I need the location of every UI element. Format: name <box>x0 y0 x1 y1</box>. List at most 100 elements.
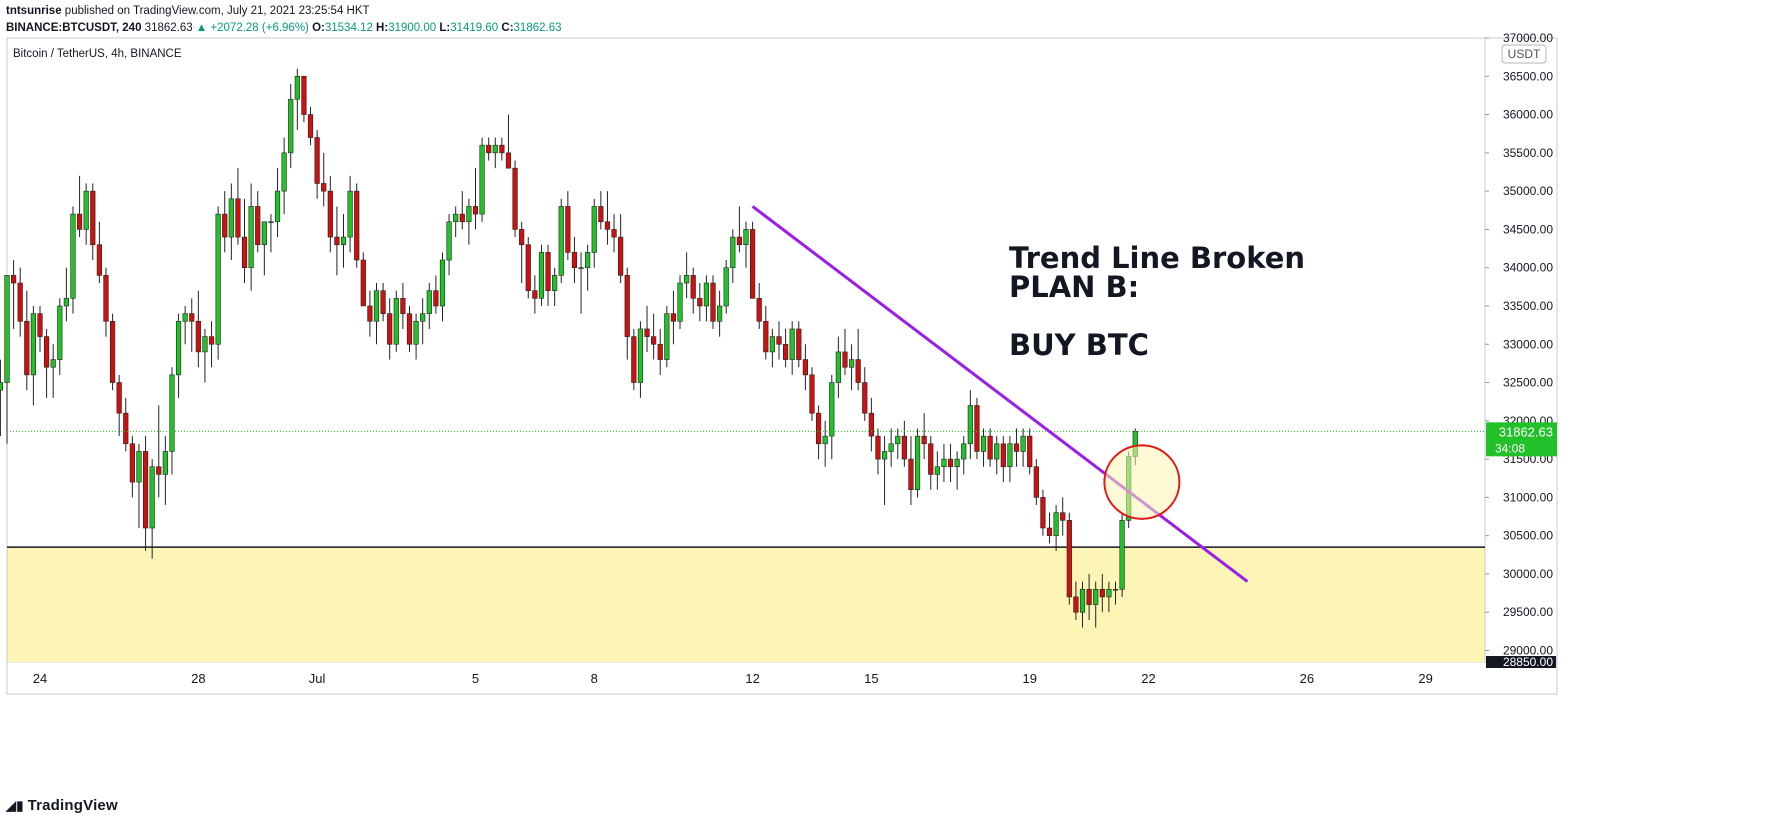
candle-body <box>380 290 386 314</box>
candle-body <box>182 313 188 322</box>
candle-body <box>637 328 644 383</box>
candle-body <box>908 458 914 491</box>
candle-body <box>578 267 584 269</box>
candle-body <box>1060 512 1066 521</box>
candle <box>472 168 479 230</box>
candle <box>684 252 690 299</box>
candle <box>1007 436 1013 483</box>
currency-badge <box>1501 44 1547 64</box>
candle <box>604 191 611 245</box>
candle <box>215 206 221 360</box>
candle-body <box>571 252 578 268</box>
candle <box>288 83 294 169</box>
candle <box>499 137 505 161</box>
candle <box>763 305 769 360</box>
candle-body <box>591 206 597 253</box>
candle <box>268 214 274 253</box>
candle <box>367 290 373 337</box>
candle <box>235 168 241 245</box>
candle <box>393 290 399 352</box>
candle-body <box>195 320 201 353</box>
annotation-text-line: BUY BTC <box>1009 328 1149 362</box>
candle-body <box>499 144 505 154</box>
candle-body <box>532 290 538 299</box>
candle <box>10 260 17 329</box>
candle-body <box>888 443 894 452</box>
candle-body <box>855 359 861 383</box>
candle <box>710 275 716 329</box>
candle <box>631 328 637 391</box>
candle <box>189 298 195 352</box>
last-price-badge <box>1486 422 1557 457</box>
close-label: C: <box>501 22 514 34</box>
candle <box>182 305 188 345</box>
candle <box>248 183 254 291</box>
candle <box>1020 428 1026 467</box>
candle-body <box>934 466 940 475</box>
candle <box>1000 436 1006 483</box>
candle <box>571 237 578 284</box>
price-tick-label: 30500.00 <box>1503 529 1553 543</box>
tradingview-logo[interactable]: ◢▮ TradingView <box>6 797 118 814</box>
chart-header: tntsunrise published on TradingView.com,… <box>6 4 562 36</box>
candle <box>644 305 650 352</box>
candle-body <box>519 229 525 246</box>
candle-body <box>611 229 617 238</box>
low-label: L: <box>439 22 451 34</box>
candle-body <box>651 336 657 345</box>
candle-body <box>162 451 168 475</box>
candle <box>611 214 617 253</box>
candle-body <box>116 382 122 414</box>
candle <box>400 283 406 329</box>
candle-body <box>802 359 808 376</box>
candle <box>545 244 551 306</box>
candle <box>749 221 756 299</box>
author-name[interactable]: tntsunrise <box>6 5 62 17</box>
candle <box>585 244 591 291</box>
candle-body <box>248 206 254 268</box>
candle <box>307 106 314 146</box>
candle <box>928 436 934 490</box>
candle-body <box>835 351 841 383</box>
candle <box>90 183 96 261</box>
candle-body <box>1099 588 1105 598</box>
candle <box>136 443 142 529</box>
candle-body <box>406 313 413 345</box>
candle-body <box>1112 588 1119 591</box>
candle-body <box>281 152 287 192</box>
candle-body <box>895 435 901 445</box>
candle <box>796 321 802 368</box>
candle-body <box>842 351 848 368</box>
candle <box>954 451 960 490</box>
candle-body <box>684 275 690 284</box>
candle-body <box>848 359 855 368</box>
change-value: ▲ +2072.28 (+6.96%) <box>195 22 309 34</box>
price-tick-label: 37000.00 <box>1503 31 1553 45</box>
candle-body <box>941 458 947 468</box>
candle <box>433 275 439 314</box>
candle-body <box>914 435 921 491</box>
price-tick-label: 33500.00 <box>1503 299 1553 313</box>
price-tick-label: 30000.00 <box>1503 567 1553 581</box>
candle-body <box>1066 520 1072 598</box>
candle <box>37 305 43 352</box>
price-tick-label: 36000.00 <box>1503 108 1553 122</box>
currency-label: USDT <box>1508 47 1541 61</box>
candle-body <box>235 198 241 238</box>
candle-body <box>24 320 30 376</box>
candle <box>1112 581 1119 605</box>
candle <box>809 367 815 421</box>
candle <box>261 221 267 276</box>
candle <box>4 275 10 444</box>
candle-body <box>1013 443 1020 452</box>
candle <box>618 214 624 284</box>
candle-body <box>1053 512 1059 536</box>
candle <box>908 436 914 506</box>
candle-body <box>136 451 142 483</box>
price-tick-label: 31000.00 <box>1503 490 1553 504</box>
candle-body <box>459 213 465 223</box>
candle-body <box>96 244 102 276</box>
candle <box>420 298 426 345</box>
candle <box>294 68 300 130</box>
